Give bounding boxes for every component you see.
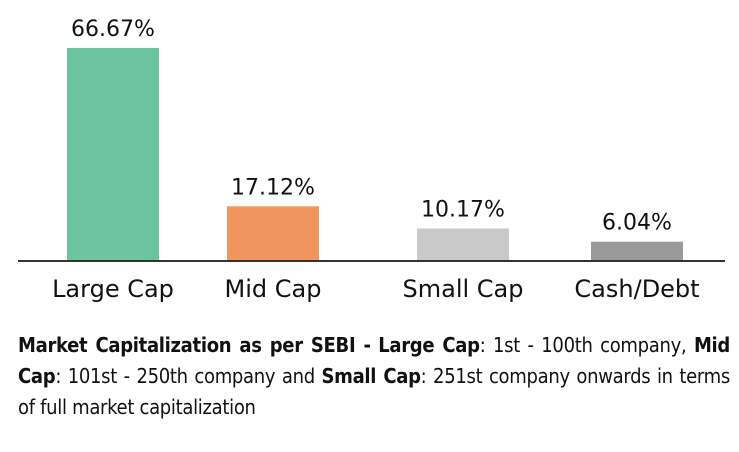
value-labels-group: 66.67% 17.12% 10.17% 6.04% [71, 17, 672, 236]
bar-cash-debt [591, 241, 683, 261]
value-label-cash-debt: 6.04% [602, 211, 672, 236]
footnote-small-cap-label: Small Cap [321, 364, 421, 388]
bar-large-cap [67, 48, 159, 261]
category-label-cash-debt: Cash/Debt [574, 275, 699, 303]
bar-small-cap [417, 228, 509, 261]
footnote-mid-cap-text: : 101st - 250th company and [55, 364, 322, 388]
footnote-large-cap-label: Large Cap [378, 333, 480, 357]
value-label-mid-cap: 17.12% [231, 175, 315, 200]
footnote-small-cap-text: : 251st company onwards in terms of full… [18, 364, 730, 419]
footnote-title: Market Capitalization as per SEBI - [18, 333, 371, 357]
footnote-mid-cap-label: Mid Cap [18, 333, 730, 388]
category-label-small-cap: Small Cap [403, 275, 524, 303]
value-label-small-cap: 10.17% [421, 198, 505, 223]
value-label-large-cap: 66.67% [71, 17, 155, 42]
footnote-large-cap-text: : 1st - 100th company, [479, 333, 694, 357]
category-label-large-cap: Large Cap [52, 275, 174, 303]
bars-group [67, 48, 683, 261]
category-labels-group: Large Cap Mid Cap Small Cap Cash/Debt [52, 275, 700, 303]
category-label-mid-cap: Mid Cap [225, 275, 322, 303]
bar-chart: 66.67% 17.12% 10.17% 6.04% Large Cap Mid Cap… [18, 17, 725, 303]
bar-mid-cap [227, 206, 319, 261]
footnote: Market Capitalization as per SEBI - Larg… [18, 330, 730, 423]
